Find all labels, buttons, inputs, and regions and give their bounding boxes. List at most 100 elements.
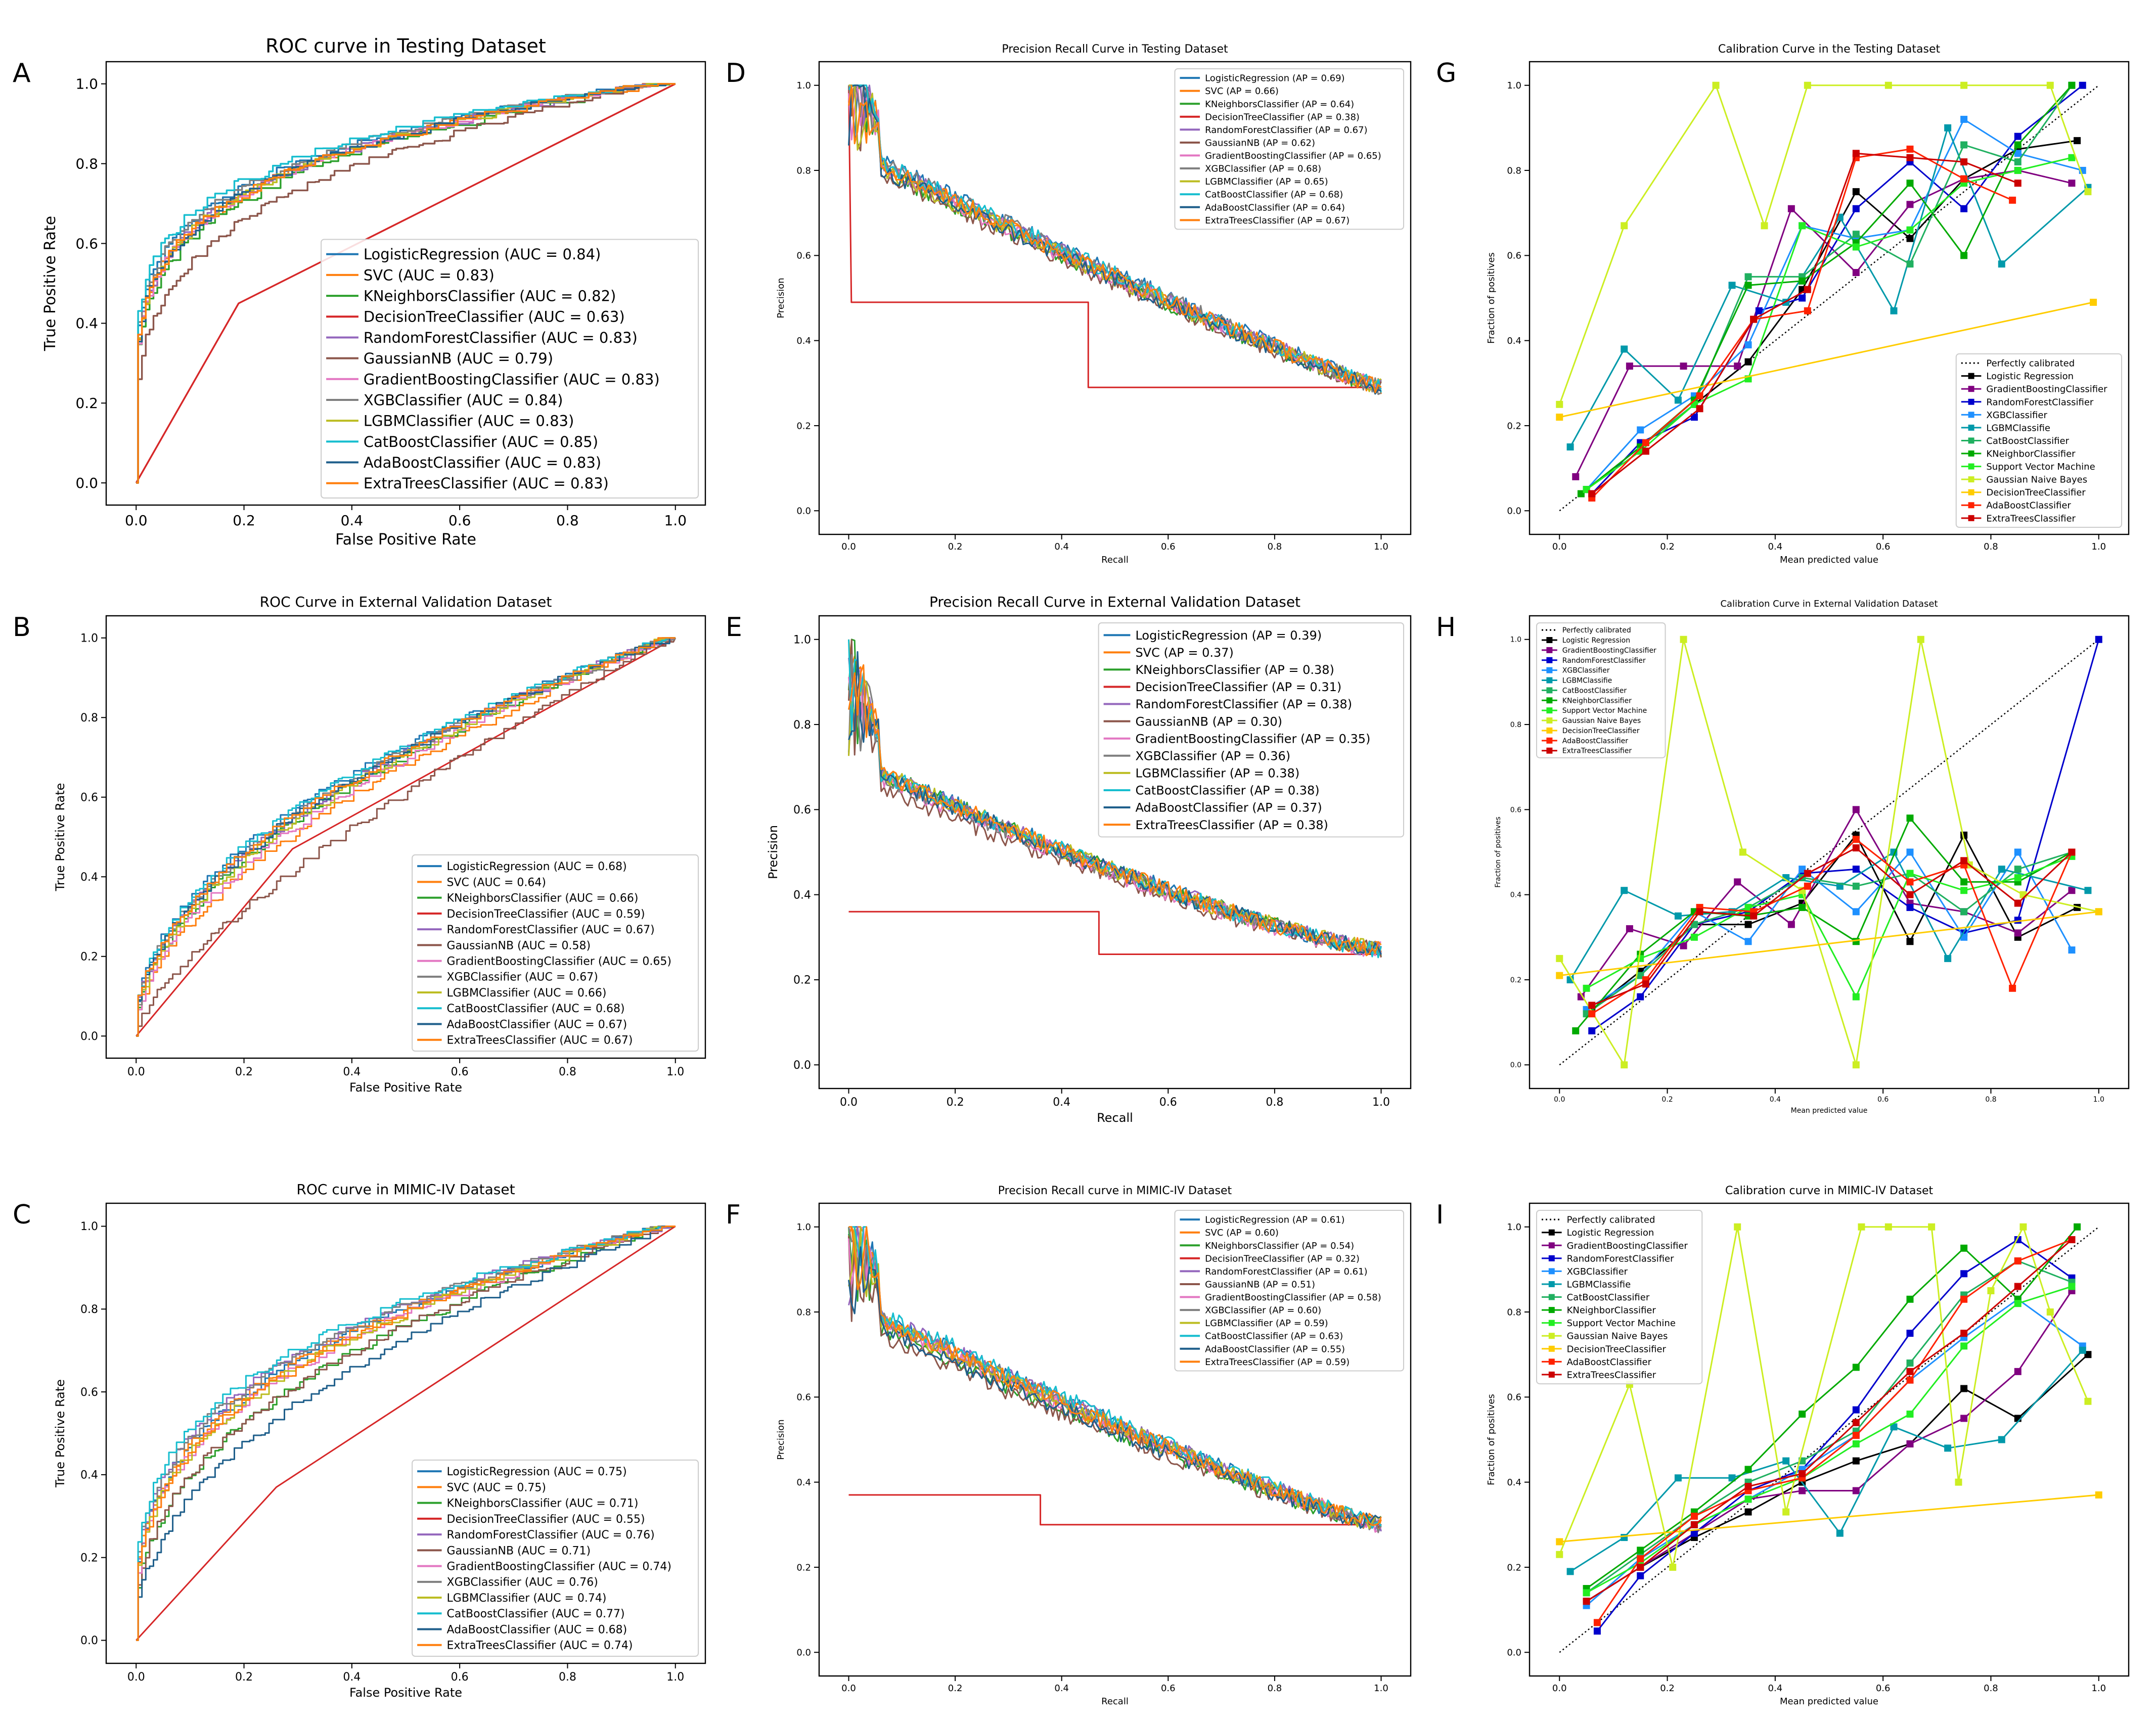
x-tick-label: 0.4 xyxy=(341,512,364,529)
series-marker-Logistic Regression xyxy=(1852,1457,1860,1465)
series-marker-Gaussian Naive Bayes xyxy=(1884,81,1892,89)
legend-marker xyxy=(1546,687,1553,694)
x-tick-label: 0.6 xyxy=(1161,541,1176,552)
series-marker-LGBMClassifie xyxy=(1890,307,1898,314)
panel-letter-H: H xyxy=(1436,612,1456,643)
series-marker-Gaussian Naive Bayes xyxy=(1621,222,1628,230)
y-axis-label: Fraction of positives xyxy=(1494,817,1502,888)
legend-label: LogisticRegression (AP = 0.69) xyxy=(1205,73,1344,84)
y-tick-label: 0.4 xyxy=(796,336,811,346)
y-tick-label: 0.0 xyxy=(796,506,811,517)
series-marker-AdaBoostClassifier xyxy=(2014,1257,2022,1265)
legend-box xyxy=(1098,622,1404,838)
legend-label: XGBClassifier xyxy=(1567,1266,1628,1277)
series-marker-GradientBoostingClassifier xyxy=(1960,1415,1968,1422)
panel-letter-B: B xyxy=(13,612,31,643)
series-marker-LGBMClassifie xyxy=(1782,1457,1790,1465)
series-line-LGBMClassifier xyxy=(848,84,1382,392)
y-tick-label: 0.4 xyxy=(75,315,98,332)
x-tick-label: 0.6 xyxy=(1161,1683,1176,1694)
y-tick-label: 0.6 xyxy=(1507,1392,1521,1403)
legend-label: GaussianNB (AP = 0.30) xyxy=(1135,714,1282,729)
axes-frame-F xyxy=(818,1202,1412,1677)
series-marker-ExtraTreesClassifier xyxy=(1960,1330,1968,1337)
series-marker-Gaussian Naive Bayes xyxy=(1734,1223,1741,1231)
series-marker-Gaussian Naive Bayes xyxy=(1761,222,1768,230)
series-marker-Gaussian Naive Bayes xyxy=(1804,81,1811,89)
series-marker-KNeighborClassifier xyxy=(1744,1466,1752,1473)
series-line-ExtraTreesClassifier xyxy=(848,1226,1382,1526)
y-tick-label: 0.2 xyxy=(796,421,811,431)
series-marker-DecisionTreeClassifier xyxy=(1556,1538,1563,1546)
legend-label: SVC (AP = 0.37) xyxy=(1135,646,1233,660)
legend-marker xyxy=(1968,437,1974,444)
x-tick-label: 0.0 xyxy=(841,541,856,552)
legend-label: KNeighborsClassifier (AP = 0.38) xyxy=(1135,663,1334,677)
panel-F: F Precision Recall curve in MIMIC-IV Data… xyxy=(726,1185,1412,1707)
series-line-CatBoostClassifier xyxy=(136,83,676,484)
x-tick-label: 0.6 xyxy=(451,1671,469,1684)
legend-label: Gaussian Naive Bayes xyxy=(1986,475,2087,485)
series-marker-Support Vector Machine xyxy=(1744,1495,1752,1503)
series-marker-Support Vector Machine xyxy=(1960,887,1968,894)
y-axis-label: Precision xyxy=(776,278,786,318)
series-marker-LGBMClassifie xyxy=(1566,443,1574,451)
legend-F: LogisticRegression (AP = 0.61) SVC (AP = … xyxy=(1174,1210,1404,1372)
series-marker-Support Vector Machine xyxy=(1852,1440,1860,1447)
x-tick-label: 0.6 xyxy=(1877,1096,1889,1104)
legend-label: CatBoostClassifier (AUC = 0.68) xyxy=(447,1003,625,1015)
series-marker-LGBMClassifie xyxy=(1944,955,1952,962)
legend-label: DecisionTreeClassifier (AUC = 0.63) xyxy=(364,308,625,326)
series-marker-ExtraTreesClassifier xyxy=(1744,1483,1752,1490)
legend-label: XGBClassifier (AUC = 0.67) xyxy=(447,971,598,984)
legend-label: GaussianNB (AUC = 0.58) xyxy=(447,939,591,952)
y-axis-label: Precision xyxy=(776,1419,786,1460)
panel-letter-C: C xyxy=(13,1200,31,1230)
series-marker-Gaussian Naive Bayes xyxy=(1917,636,1924,643)
series-marker-XGBClassifier xyxy=(2014,150,2022,157)
legend-label: Support Vector Machine xyxy=(1567,1318,1676,1329)
y-axis-label: True Positive Rate xyxy=(53,783,67,892)
y-tick-label: 0.2 xyxy=(80,950,98,963)
y-tick-label: 0.0 xyxy=(793,1059,811,1072)
x-axis-label: Mean predicted value xyxy=(1780,555,1878,565)
legend-label: CatBoostClassifier (AUC = 0.85) xyxy=(364,433,598,450)
series-marker-LGBMClassifie xyxy=(1944,1444,1952,1452)
legend-box xyxy=(1955,353,2122,528)
legend-label: CatBoostClassifier xyxy=(1562,687,1627,695)
series-marker-LGBMClassifie xyxy=(1728,1474,1736,1482)
legend-label: XGBClassifier (AP = 0.60) xyxy=(1205,1305,1321,1316)
panel-H: H Calibration Curve in External Validatio… xyxy=(1436,599,2130,1115)
legend-label: Support Vector Machine xyxy=(1986,462,2095,472)
series-marker-Support Vector Machine xyxy=(2014,1300,2022,1307)
series-marker-LGBMClassifie xyxy=(1998,1436,2005,1443)
legend-D: LogisticRegression (AP = 0.69) SVC (AP = … xyxy=(1174,68,1404,230)
x-tick-label: 0.6 xyxy=(451,1066,469,1078)
series-marker-CatBoostClassifier xyxy=(1744,273,1752,281)
y-tick-label: 0.6 xyxy=(1510,806,1521,814)
series-marker-GradientBoostingClassifier xyxy=(1906,1440,1914,1447)
x-tick-label: 0.4 xyxy=(1054,1683,1069,1694)
legend-label: GaussianNB (AUC = 0.79) xyxy=(364,350,553,367)
legend-marker xyxy=(1546,677,1553,684)
legend-marker xyxy=(1546,697,1553,704)
series-marker-ExtraTreesClassifier xyxy=(2068,848,2076,856)
series-marker-Gaussian Naive Bayes xyxy=(1739,848,1746,856)
x-tick-label: 0.4 xyxy=(1054,541,1069,552)
y-tick-label: 0.0 xyxy=(1507,1648,1521,1658)
series-marker-Support Vector Machine xyxy=(1583,1589,1590,1597)
series-marker-ExtraTreesClassifier xyxy=(1696,908,1703,916)
series-marker-AdaBoostClassifier xyxy=(1804,882,1811,890)
series-marker-AdaBoostClassifier xyxy=(1804,307,1811,314)
legend-label: LogisticRegression (AP = 0.61) xyxy=(1205,1215,1344,1226)
series-marker-AdaBoostClassifier xyxy=(1960,1295,1968,1303)
series-marker-GradientBoostingClassifier xyxy=(2068,887,2076,894)
x-tick-label: 1.0 xyxy=(666,1671,684,1684)
legend-E: LogisticRegression (AP = 0.39) SVC (AP = … xyxy=(1098,622,1404,838)
series-marker-AdaBoostClassifier xyxy=(1593,1619,1601,1626)
legend-label: XGBClassifier (AP = 0.36) xyxy=(1135,749,1290,763)
series-line-AdaBoostClassifier xyxy=(1596,1239,2072,1623)
x-tick-label: 1.0 xyxy=(664,512,687,529)
legend-label: GaussianNB (AP = 0.62) xyxy=(1205,138,1315,148)
series-marker-Gaussian Naive Bayes xyxy=(1928,1223,1936,1231)
